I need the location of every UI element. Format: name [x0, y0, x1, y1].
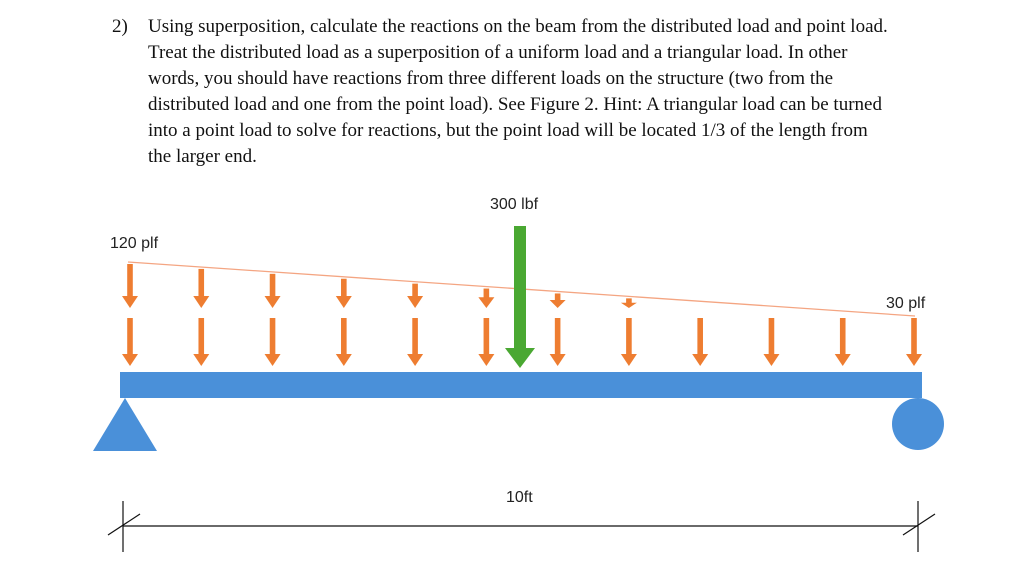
distributed-arrow-upper [122, 264, 138, 308]
distributed-arrow-lower [692, 318, 709, 366]
distributed-arrow-lower [834, 318, 851, 366]
distributed-arrow-lower [335, 318, 352, 366]
point-load-arrow [505, 226, 535, 368]
span-label: 10ft [506, 489, 533, 506]
problem-line-2: Treat the distributed load as a superpos… [148, 42, 848, 63]
pin-support [93, 398, 157, 451]
distributed-arrow-upper [407, 283, 424, 308]
problem-number: 2) [112, 16, 128, 37]
problem-line-3: words, you should have reactions from th… [148, 68, 834, 89]
span-dimension-line [107, 501, 936, 552]
distributed-arrow-lower [906, 318, 922, 366]
distributed-arrow-upper [549, 293, 566, 308]
distributed-load-arrows [122, 264, 922, 366]
problem-line-1: Using superposition, calculate the react… [148, 16, 888, 37]
distributed-arrow-upper [335, 278, 352, 308]
distributed-arrow-lower [122, 318, 138, 366]
left-intensity-label: 120 plf [110, 235, 159, 252]
distributed-arrow-lower [620, 318, 637, 366]
point-load-label: 300 lbf [490, 196, 539, 213]
distributed-arrow-lower [264, 318, 281, 366]
distributed-arrow-upper [264, 273, 281, 308]
problem-line-4: distributed load and one from the point … [148, 94, 882, 115]
distributed-arrow-lower [407, 318, 424, 366]
problem-line-5: into a point load to solve for reactions… [148, 120, 868, 141]
distributed-arrow-lower [478, 318, 495, 366]
roller-support [892, 398, 944, 450]
distributed-arrow-upper [478, 288, 495, 308]
distributed-arrow-lower [763, 318, 780, 366]
beam [120, 372, 922, 398]
right-intensity-label: 30 plf [886, 295, 926, 312]
distributed-arrow-upper [620, 298, 637, 308]
distributed-arrow-upper [193, 268, 210, 308]
problem-line-6: the larger end. [148, 146, 257, 167]
distributed-arrow-lower [193, 318, 210, 366]
distributed-arrow-lower [549, 318, 566, 366]
